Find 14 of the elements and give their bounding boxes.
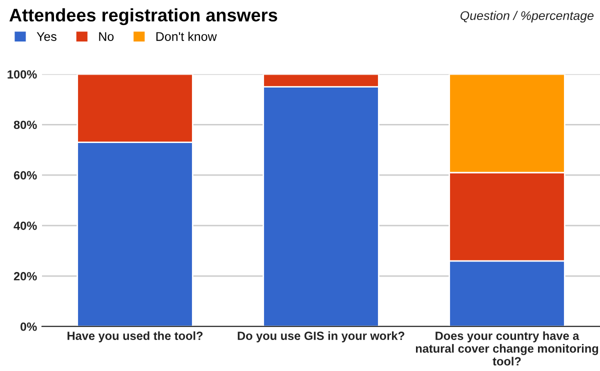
- legend-label: Yes: [36, 32, 56, 41]
- y-tick-label: 40%: [14, 222, 37, 230]
- y-tick-label: 80%: [14, 120, 37, 130]
- x-tick-label: Do you use GIS in your work?: [238, 331, 404, 342]
- y-tick-label: 20%: [14, 272, 37, 280]
- chart-subtitle: Question / %percentage: [460, 10, 594, 23]
- y-tick-label: 0%: [20, 322, 37, 331]
- y-tick-label: 100%: [8, 70, 37, 79]
- y-tick-label: 60%: [14, 171, 37, 180]
- legend-label: No: [99, 32, 114, 41]
- x-tick-label: Have you used the tool?: [68, 331, 203, 342]
- x-tick-label: Does your country have a natural cover change monitoring tool?: [416, 331, 598, 366]
- chart-title: Attendees registration answers: [9, 8, 278, 26]
- legend-label: Don't know: [156, 32, 217, 41]
